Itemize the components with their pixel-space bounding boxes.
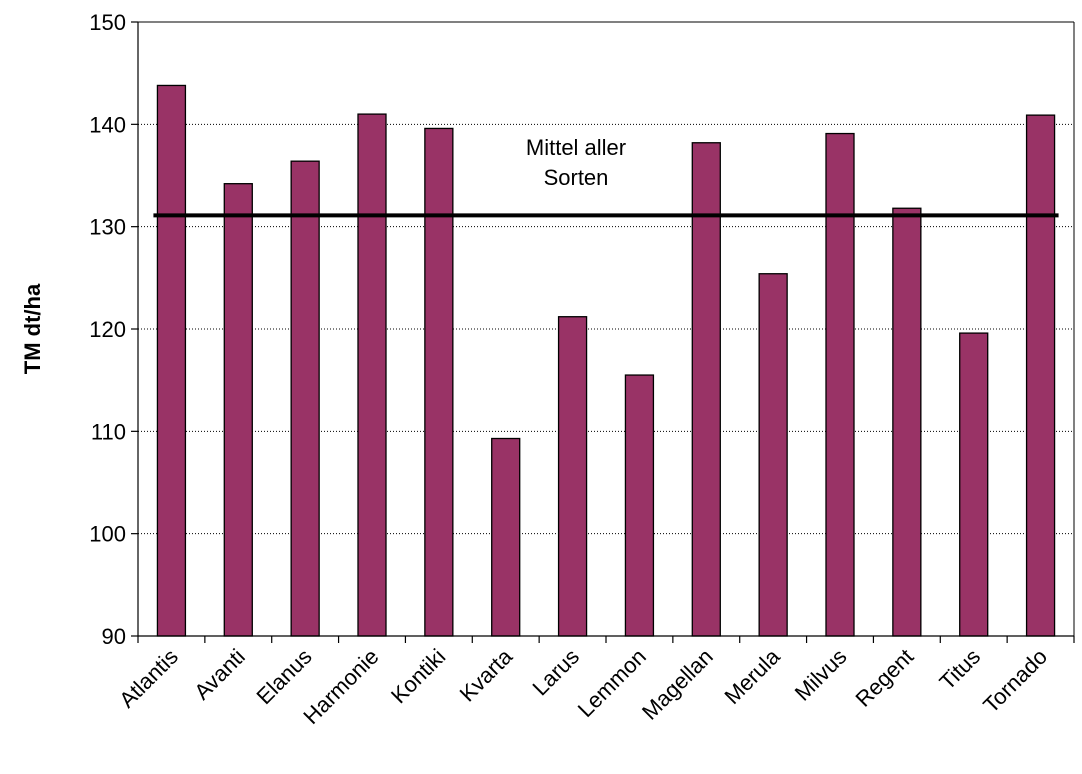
bar-avanti: [223, 183, 253, 637]
bar-milvus: [825, 132, 855, 637]
bar-titus: [959, 332, 989, 637]
y-axis-label: TM dt/ha: [20, 283, 45, 374]
mean-label-line-1: Mittel aller: [526, 135, 626, 160]
x-tick-label: Atlantis: [114, 644, 183, 713]
bar-kvarta: [491, 437, 521, 637]
y-tick-labels: 90 100 110 120 130 140 150: [89, 10, 126, 649]
bar-tornado: [1025, 114, 1056, 637]
x-tick-label: Kvarta: [455, 643, 518, 706]
bar-harmonie: [357, 113, 387, 637]
x-tick-label: Larus: [528, 644, 585, 701]
x-tick-label: Magellan: [637, 644, 718, 725]
x-tick-label: Regent: [851, 644, 919, 712]
y-tick-label: 100: [89, 522, 126, 547]
bar-merula: [758, 273, 788, 637]
x-tick-label: Kontiki: [386, 644, 450, 708]
axes: [131, 21, 1075, 643]
mean-reference: Mittel aller Sorten: [153, 135, 1059, 218]
x-tick-label: Merula: [719, 643, 785, 709]
y-tick-label: 150: [89, 10, 126, 35]
y-tick-label: 90: [102, 624, 126, 649]
bar-larus: [557, 316, 588, 637]
x-tick-label: Avanti: [189, 644, 250, 705]
y-tick-label: 120: [89, 317, 126, 342]
x-tick-label: Elanus: [251, 644, 316, 709]
bar-kontiki: [424, 127, 454, 637]
bar-regent: [892, 207, 922, 637]
x-tick-label: Tornado: [978, 644, 1052, 718]
y-tick-label: 140: [89, 112, 126, 137]
y-tick-label: 130: [89, 215, 126, 240]
y-tick-label: 110: [91, 419, 126, 444]
bar-magellan: [691, 142, 721, 637]
bar-atlantis: [156, 84, 187, 637]
mean-label-line-2: Sorten: [544, 165, 609, 190]
x-tick-label: Titus: [934, 644, 985, 695]
x-tick-label: Milvus: [790, 644, 852, 706]
bar-lemmon: [624, 374, 655, 637]
bar-elanus: [290, 160, 320, 637]
